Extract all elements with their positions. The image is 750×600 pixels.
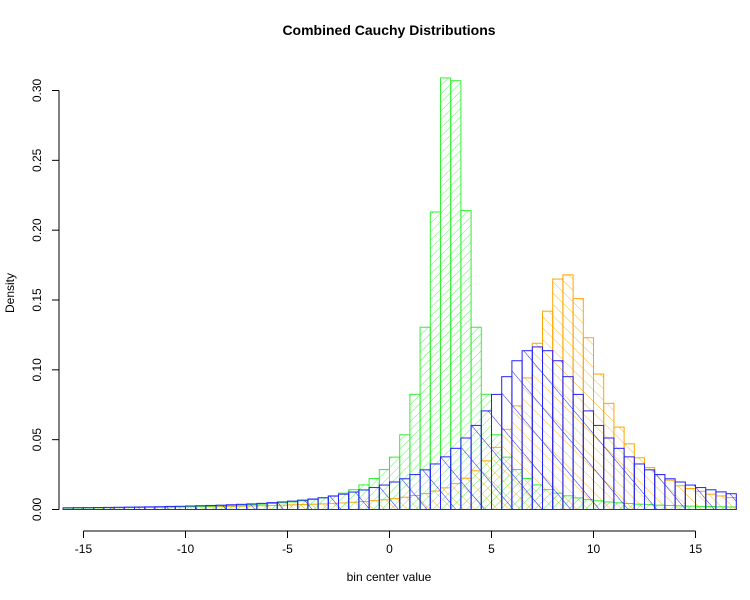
histogram-bar: [338, 493, 350, 511]
histogram-bar: [715, 491, 727, 510]
histogram-bar: [215, 504, 227, 511]
histogram-bar: [368, 487, 380, 511]
histogram-bar: [613, 447, 625, 510]
x-tick-label: 5: [488, 542, 495, 556]
histogram-bar: [133, 506, 146, 510]
histogram-bar: [552, 360, 564, 510]
histogram-bar: [195, 505, 207, 511]
histogram-bar: [603, 437, 615, 510]
histogram-bars: [62, 77, 737, 511]
histogram-bar: [358, 489, 370, 511]
histogram-bar: [480, 410, 493, 510]
histogram-bar: [633, 463, 646, 510]
histogram-bar: [266, 502, 278, 511]
histogram-bar: [113, 506, 125, 510]
histogram-bar: [389, 481, 401, 510]
x-tick-label: -10: [177, 542, 195, 556]
histogram-bar: [225, 504, 237, 510]
series-3: [62, 346, 737, 511]
histogram-bar: [286, 500, 299, 510]
series-2: [62, 77, 737, 511]
histogram-bar: [684, 484, 697, 510]
histogram-bar: [695, 487, 707, 511]
chart-title: Combined Cauchy Distributions: [282, 22, 495, 38]
y-tick-label: 0.25: [30, 148, 44, 172]
y-tick-label: 0.00: [30, 497, 44, 521]
histogram-bar: [307, 498, 319, 510]
histogram-bar: [440, 77, 452, 511]
histogram-bar: [582, 410, 595, 510]
x-tick-label: 10: [587, 542, 601, 556]
histogram-bar: [705, 489, 717, 510]
histogram-bar: [297, 499, 309, 511]
histogram-bar: [82, 507, 95, 510]
histogram-bar: [327, 495, 339, 510]
histogram-bar: [144, 506, 156, 511]
histogram-bar: [174, 505, 186, 511]
histogram-bar: [184, 505, 197, 511]
histogram-bar: [450, 80, 462, 510]
histogram-bar: [562, 376, 574, 510]
histogram-bar: [664, 478, 676, 510]
histogram-bar: [572, 393, 584, 510]
histogram-bar: [511, 360, 523, 510]
histogram-bar: [317, 497, 329, 510]
x-tick-label: -15: [75, 542, 93, 556]
y-tick-label: 0.20: [30, 218, 44, 242]
histogram-bar: [450, 447, 462, 510]
y-axis-title: Density: [3, 273, 17, 313]
histogram-bar: [378, 484, 390, 510]
histogram-bar: [593, 424, 605, 511]
histogram-bar: [154, 506, 166, 510]
histogram-bar: [623, 456, 635, 511]
histogram-bar: [531, 346, 544, 510]
histogram-bar: [429, 463, 441, 510]
y-axis: 0.00 0.05 0.10 0.15 0.20 0.25 0.30: [30, 78, 60, 521]
y-tick-label: 0.10: [30, 358, 44, 382]
x-axis-title: bin center value: [347, 570, 432, 584]
y-tick-label: 0.05: [30, 428, 44, 452]
histogram-bar: [246, 503, 258, 511]
histogram-bar: [205, 504, 217, 511]
histogram-bar: [419, 469, 431, 510]
x-tick-label: 0: [386, 542, 393, 556]
histogram-bar: [491, 393, 503, 510]
y-tick-label: 0.15: [30, 288, 44, 312]
x-tick-label: -5: [282, 542, 293, 556]
histogram-bar: [440, 456, 452, 511]
histogram-bar: [235, 503, 248, 510]
histogram-bar: [164, 505, 176, 510]
histogram-bar: [521, 350, 533, 511]
histogram-bar: [470, 424, 482, 511]
histogram-bar: [674, 481, 686, 510]
histogram-bar: [542, 350, 554, 511]
histogram-bar: [654, 474, 666, 510]
histogram-bar: [644, 469, 656, 510]
histogram-bar: [103, 506, 115, 510]
histogram-bar: [399, 478, 411, 510]
histogram-bar: [256, 502, 268, 511]
histogram-bar: [276, 501, 288, 510]
x-axis: -15 -10 -5 0 5 10 15: [75, 530, 703, 556]
histogram-bar: [460, 437, 472, 510]
histogram-bar: [72, 507, 84, 510]
histogram-bar: [62, 507, 74, 511]
histogram-bar: [93, 507, 105, 511]
histogram-bar: [501, 376, 513, 510]
histogram-bar: [725, 493, 737, 511]
y-tick-label: 0.30: [30, 78, 44, 102]
histogram-bar: [409, 474, 421, 510]
histogram-bar: [348, 491, 360, 511]
x-tick-label: 15: [689, 542, 703, 556]
histogram-bar: [123, 506, 135, 511]
